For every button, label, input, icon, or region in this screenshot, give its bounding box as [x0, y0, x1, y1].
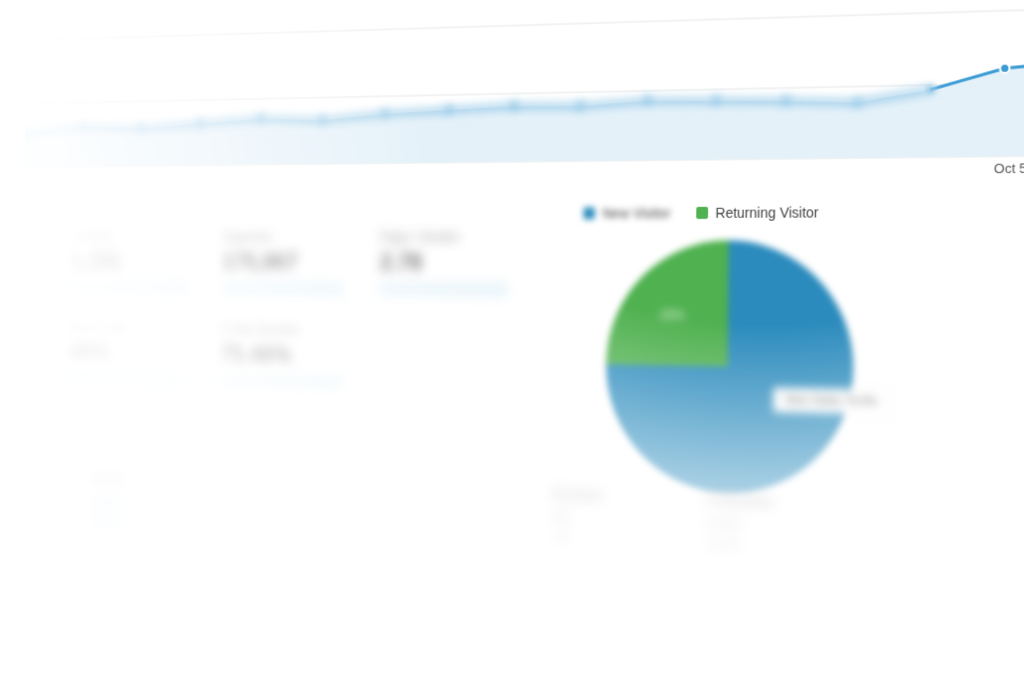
svg-text:Oct 5: Oct 5 [994, 161, 1024, 177]
metric-label: Sessions [72, 231, 189, 244]
metric-label: Pageviews [222, 230, 344, 243]
cell-pct: 75.3% [707, 517, 828, 536]
metric-value: 1,251 [71, 249, 188, 275]
legend-returning-visitor: Returning Visitor [696, 204, 819, 221]
legend-new-visitor: New Visitor [583, 205, 670, 221]
cell-sessions: 942 [552, 511, 668, 530]
pie-callout: New Visitor 75.0% [774, 388, 890, 415]
pie-slice-label: 25% [659, 307, 685, 322]
metric-value: 49% [69, 339, 186, 367]
legend-label: New Visitor [602, 205, 670, 221]
sparkline [71, 280, 188, 294]
pie-chart: 25% New Visitor 75.0% [600, 235, 860, 503]
sparkline [220, 374, 343, 390]
sparkline [69, 371, 186, 386]
metric-card: Pageviews 175,867 [222, 230, 345, 295]
metric-card: Pages / Session 2.78 [379, 230, 508, 297]
metric-value: 75.46% [220, 342, 343, 371]
sparkline [222, 281, 344, 295]
visitor-pie-panel: New Visitor Returning Visitor 25% New Vi… [581, 204, 964, 507]
col-sessions: Sessions [552, 487, 668, 505]
cell-pct: 14.6% [706, 537, 827, 556]
pie-legend: New Visitor Returning Visitor [583, 204, 963, 222]
metric-card: % New Sessions 75.46% [220, 323, 343, 390]
analytics-dashboard: Oct 5Oct 7 Sessions 1,251 Pageviews 175,… [15, 0, 1024, 693]
metric-card: Sessions 1,251 [71, 231, 189, 295]
trend-chart: Oct 5Oct 7 [24, 0, 1024, 185]
cell-sessions: 183 [552, 531, 668, 550]
metric-label: Pages / Session [380, 230, 508, 244]
metric-value: 175,867 [222, 249, 344, 276]
metric-label: Bounce Rate [70, 321, 187, 336]
metric-value: 2.78 [380, 250, 508, 278]
legend-label: Returning Visitor [715, 204, 818, 221]
metrics-grid: Sessions 1,251 Pageviews 175,867 Pages /… [69, 230, 508, 393]
metric-card: Bounce Rate 49% [69, 321, 187, 386]
col-pct: % Sessions [707, 493, 828, 512]
sparkline [379, 282, 507, 297]
metric-label: % New Sessions [221, 323, 343, 338]
